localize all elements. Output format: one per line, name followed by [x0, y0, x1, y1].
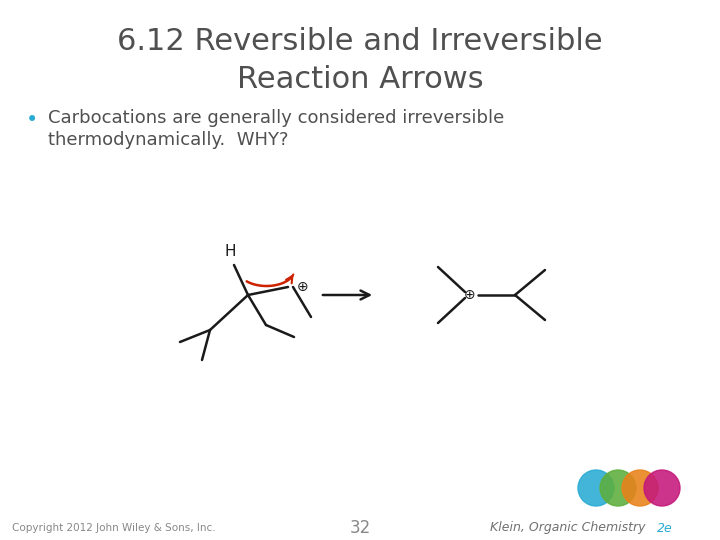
Circle shape: [600, 470, 636, 506]
Text: Carbocations are generally considered irreversible: Carbocations are generally considered ir…: [48, 109, 504, 127]
Text: 6.12 Reversible and Irreversible: 6.12 Reversible and Irreversible: [117, 28, 603, 57]
Text: 32: 32: [349, 519, 371, 537]
Text: H: H: [224, 245, 235, 260]
Circle shape: [644, 470, 680, 506]
Text: thermodynamically.  WHY?: thermodynamically. WHY?: [48, 131, 289, 149]
Text: Klein, Organic Chemistry: Klein, Organic Chemistry: [490, 522, 649, 535]
Text: Reaction Arrows: Reaction Arrows: [237, 65, 483, 94]
Text: ⊕: ⊕: [297, 280, 309, 294]
Text: •: •: [26, 110, 38, 130]
Circle shape: [622, 470, 658, 506]
Circle shape: [578, 470, 614, 506]
Text: ⊕: ⊕: [464, 288, 476, 302]
Text: 2e: 2e: [657, 522, 672, 535]
Text: Copyright 2012 John Wiley & Sons, Inc.: Copyright 2012 John Wiley & Sons, Inc.: [12, 523, 215, 533]
